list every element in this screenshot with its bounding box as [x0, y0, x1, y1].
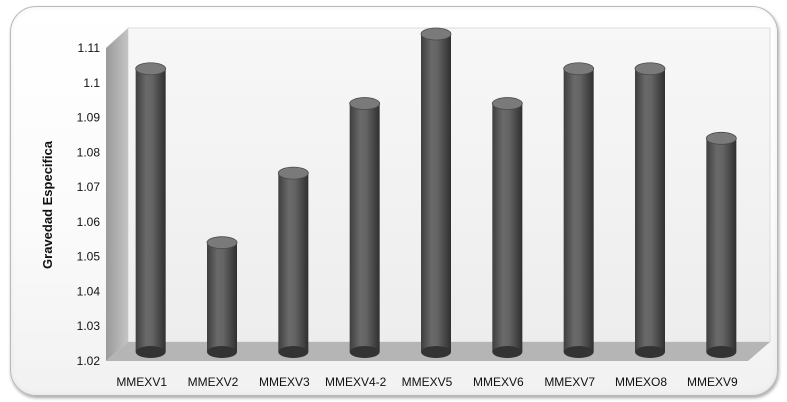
bar: [705, 131, 737, 358]
x-category-label: MMEXV9: [687, 375, 738, 389]
x-category-label: MMEXV2: [188, 375, 239, 389]
x-category-label: MMEXV1: [116, 375, 167, 389]
x-category-label: MMEXV5: [402, 375, 453, 389]
y-tick-label: 1.07: [77, 180, 101, 194]
x-category-label: MMEXV6: [473, 375, 524, 389]
x-category-label: MMEXV7: [544, 375, 595, 389]
y-tick-label: 1.02: [77, 354, 101, 368]
bar: [420, 27, 452, 358]
y-tick-label: 1.06: [77, 215, 101, 229]
x-axis: MMEXV1 MMEXV2 MMEXV3 MMEXV4-2 MMEXV5 MMEXV6 MM…: [116, 375, 738, 389]
y-tick-label: 1.08: [77, 145, 101, 159]
y-tick-label: 1.04: [77, 284, 101, 298]
y-axis-label: Gravedad Especifica: [40, 140, 55, 269]
x-category-label: MMEXV3: [259, 375, 310, 389]
bar: [491, 97, 523, 358]
bar: [206, 236, 238, 358]
bar: [563, 62, 595, 358]
bar: [634, 62, 666, 358]
x-category-label: MMEXO8: [615, 375, 667, 389]
bar: [349, 97, 381, 358]
bar: [277, 166, 309, 358]
y-tick-label: 1.03: [77, 319, 101, 333]
side-wall: [106, 28, 128, 361]
y-axis: 1.02 1.03 1.04 1.05 1.06 1.07 1.08 1.09 1.1 1.11: [77, 41, 101, 368]
y-tick-label: 1.11: [78, 41, 101, 55]
y-tick-label: 1.09: [77, 111, 101, 125]
bar-series: [135, 27, 737, 358]
y-tick-label: 1.05: [77, 250, 101, 264]
x-category-label: MMEXV4-2: [325, 375, 387, 389]
y-tick-label: 1.1: [83, 76, 100, 90]
bar: [135, 62, 167, 358]
